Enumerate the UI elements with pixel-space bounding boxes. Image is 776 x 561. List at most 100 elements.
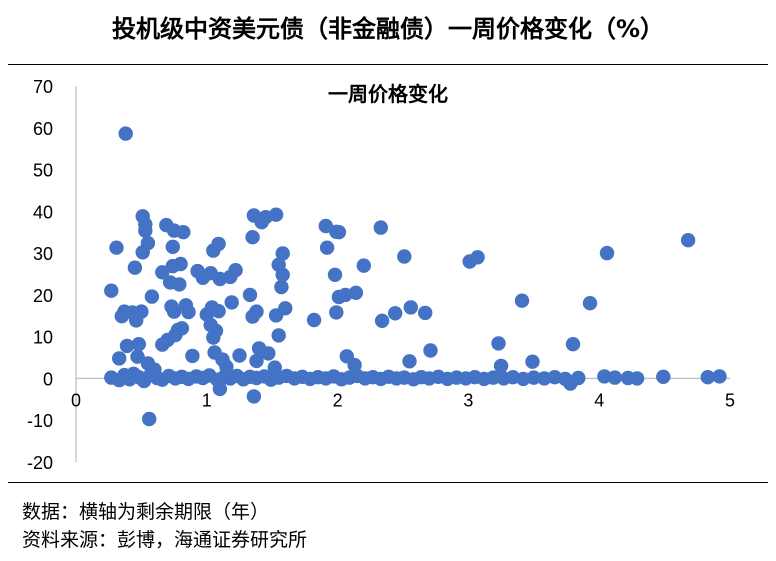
scatter-point xyxy=(274,279,289,295)
scatter-point xyxy=(373,220,388,235)
scatter-point xyxy=(249,353,264,369)
scatter-point xyxy=(275,246,290,261)
scatter-point xyxy=(212,381,228,397)
y-tick-label: 20 xyxy=(33,286,53,306)
scatter-point-baseline xyxy=(486,370,501,385)
scatter-point xyxy=(155,265,170,280)
scatter-point xyxy=(278,301,293,316)
x-tick-label: 0 xyxy=(71,390,81,410)
x-tick-label: 3 xyxy=(463,390,473,410)
scatter-point xyxy=(127,260,143,275)
scatter-point xyxy=(172,277,187,292)
scatter-point xyxy=(327,267,343,282)
scatter-point xyxy=(138,223,153,238)
y-tick-label: 40 xyxy=(33,202,53,222)
scatter-point xyxy=(119,338,135,354)
footer-note: 数据：横轴为剩余期限（年） xyxy=(22,501,270,523)
y-tick-label: 10 xyxy=(33,328,53,348)
y-tick-label: 70 xyxy=(33,77,53,97)
scatter-point xyxy=(319,240,335,255)
page-title: 投机级中资美元债（非金融债）一周价格变化（%） xyxy=(111,15,665,43)
scatter-point xyxy=(134,304,149,319)
scatter-point xyxy=(347,357,362,373)
scatter-point xyxy=(397,249,412,264)
scatter-point xyxy=(228,263,243,278)
scatter-point xyxy=(181,304,196,320)
y-tick-label: 50 xyxy=(33,161,53,181)
scatter-point xyxy=(470,250,485,265)
scatter-point xyxy=(582,296,598,311)
scatter-point xyxy=(147,362,162,377)
x-tick-label: 4 xyxy=(594,390,604,410)
data-points xyxy=(104,126,727,427)
scatter-point xyxy=(267,360,282,375)
scatter-point xyxy=(306,312,322,328)
x-tick-label: 1 xyxy=(202,390,212,410)
scatter-point xyxy=(318,218,333,234)
scatter-point xyxy=(204,300,220,315)
scatter-point xyxy=(174,321,190,336)
scatter-point xyxy=(565,337,581,352)
scatter-point xyxy=(402,354,417,369)
scatter-point xyxy=(374,313,390,328)
scatter-point xyxy=(563,376,578,391)
scatter-point xyxy=(254,215,269,230)
scatter-point-baseline xyxy=(712,369,727,384)
scatter-point xyxy=(268,207,284,222)
scatter-point xyxy=(271,328,286,343)
scatter-point xyxy=(525,354,540,369)
scatter-point xyxy=(131,337,146,352)
scatter-point xyxy=(118,126,133,141)
scatter-point-baseline xyxy=(629,371,645,386)
scatter-point xyxy=(245,309,260,324)
scatter-point xyxy=(135,245,150,260)
scatter-point-baseline xyxy=(526,370,541,385)
scatter-point xyxy=(331,225,347,240)
scatter-point xyxy=(176,225,191,240)
axes xyxy=(75,86,730,462)
scatter-point-baseline xyxy=(516,371,531,387)
tick-labels: 70 60 50 40 30 20 10 0 -10 -20 0 1 2 3 4 5 xyxy=(27,77,735,473)
scatter-point xyxy=(418,305,433,321)
scatter-point xyxy=(493,358,509,374)
y-tick-label: 30 xyxy=(33,244,53,264)
y-tick-label: -20 xyxy=(27,453,53,473)
scatter-point xyxy=(246,389,262,404)
scatter-chart: 70 60 50 40 30 20 10 0 -10 -20 0 1 2 3 4 5 一周价格变化 xyxy=(27,77,735,473)
scatter-point-baseline xyxy=(607,370,623,385)
scatter-point xyxy=(165,239,180,254)
scatter-point xyxy=(165,258,180,274)
scatter-point xyxy=(104,283,119,298)
scatter-point xyxy=(514,293,530,308)
scatter-point xyxy=(224,295,239,310)
scatter-point-baseline xyxy=(537,371,552,386)
y-tick-label: 0 xyxy=(43,369,53,389)
top-rule xyxy=(8,64,768,65)
scatter-point xyxy=(348,285,364,300)
scatter-point xyxy=(219,359,234,374)
scatter-point xyxy=(206,330,221,345)
scatter-point xyxy=(242,287,258,303)
chart-title: 一周价格变化 xyxy=(328,82,448,106)
x-tick-label: 5 xyxy=(725,390,735,410)
y-tick-label: 60 xyxy=(33,119,53,139)
scatter-point xyxy=(599,245,615,261)
scatter-point xyxy=(144,289,160,304)
scatter-point xyxy=(185,348,200,364)
scatter-point-baseline xyxy=(700,370,715,385)
scatter-point xyxy=(211,236,226,252)
scatter-point xyxy=(388,306,403,321)
scatter-point-baseline xyxy=(656,369,671,384)
scatter-point xyxy=(112,351,127,366)
scatter-point xyxy=(109,240,124,255)
scatter-point xyxy=(275,267,290,282)
scatter-point xyxy=(261,346,276,361)
scatter-point xyxy=(232,348,247,363)
scatter-point xyxy=(245,230,260,245)
footer-source: 资料来源：彭博，海通证券研究所 xyxy=(22,529,308,551)
scatter-point xyxy=(329,305,344,320)
scatter-point xyxy=(403,300,418,315)
scatter-point-baseline xyxy=(597,369,612,384)
y-tick-label: -10 xyxy=(27,411,53,431)
scatter-point xyxy=(680,233,696,248)
